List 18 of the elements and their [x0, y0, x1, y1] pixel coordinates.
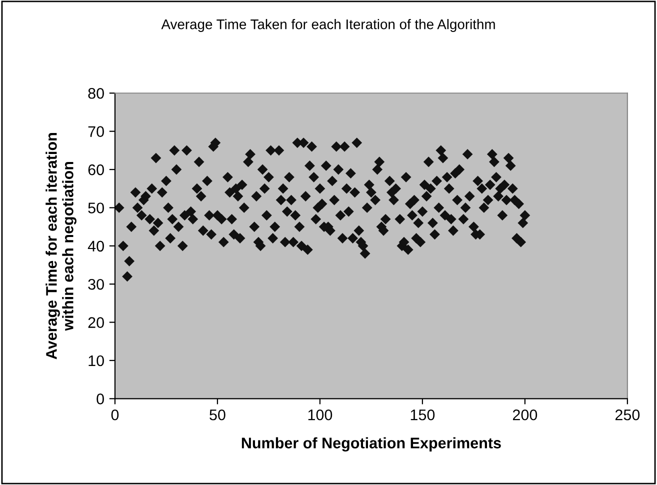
y-tick-label: 70 [88, 126, 104, 137]
x-tick-label: 0 [111, 409, 119, 420]
y-tick-label: 10 [88, 355, 104, 366]
y-tick-label: 80 [88, 88, 104, 99]
y-tick-label: 0 [96, 394, 104, 404]
x-tick-label: 250 [615, 409, 640, 420]
y-axis-title: Average Time for each iteration within each negotiation [46, 133, 76, 360]
x-tick-label: 200 [512, 409, 538, 420]
x-tick-label: 50 [210, 409, 226, 420]
chart-title: Average Time Taken for each Iteration of the Algorithm [161, 19, 495, 32]
x-tick-label: 150 [410, 409, 435, 420]
x-tick-label: 100 [308, 409, 332, 420]
x-axis-title: Number of Negotiation Experiments [242, 437, 501, 452]
y-tick-label: 30 [88, 278, 104, 290]
y-tick-label: 60 [88, 164, 104, 176]
y-tick-label: 40 [88, 240, 104, 252]
y-tick-label: 50 [88, 202, 104, 214]
y-tick-label: 20 [88, 317, 104, 328]
